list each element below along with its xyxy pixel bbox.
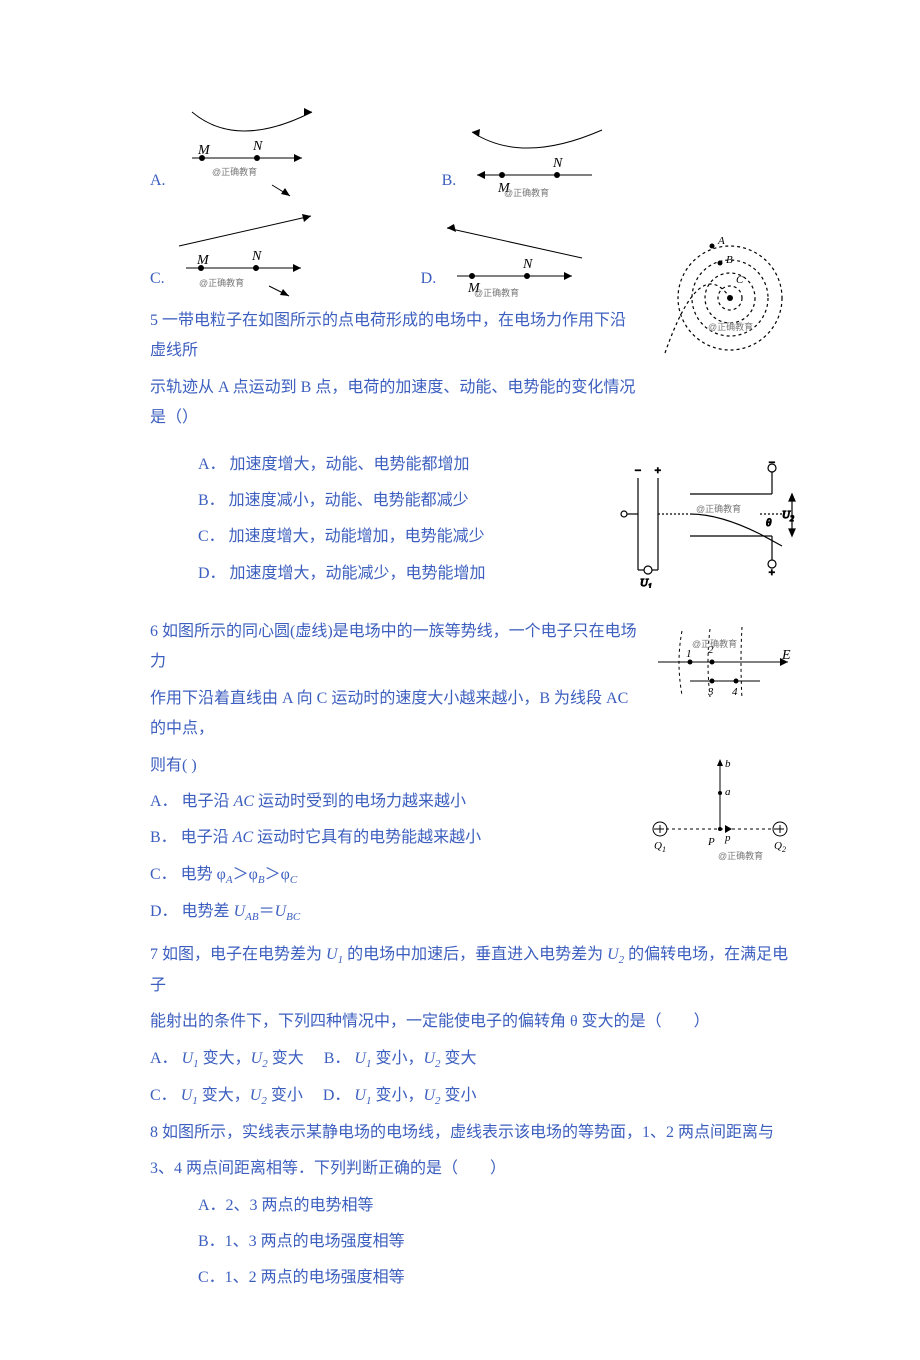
svg-text:θ: θ: [766, 517, 772, 529]
svg-text:Q1: Q1: [654, 840, 666, 854]
q4-C-M: M: [196, 253, 210, 268]
q4-row1: A. M N @正确教育: [150, 100, 800, 200]
svg-text:U1: U1: [640, 577, 652, 588]
q4-B-N: N: [552, 156, 563, 171]
q8-options: A．2、3 两点的电势相等 B．1、3 两点的电场强度相等 C．1、2 两点的电…: [150, 1191, 800, 1294]
q8-figure: E 1 2 3 4 @正确教育: [650, 617, 800, 738]
q4-C-figure: M N @正确教育: [161, 208, 321, 298]
svg-text:1: 1: [686, 648, 692, 660]
q9-figure: Q1 Q2 b a p P @正确教育: [640, 751, 800, 872]
watermark: @正确教育: [692, 638, 737, 649]
q5-figure: A B C @正确教育: [650, 208, 800, 369]
q4-B-figure: M N @正确教育: [452, 120, 612, 200]
q8-stem: 8 如图所示，实线表示某静电场的电场线，虚线表示该电场的等势面，1、2 两点间距…: [150, 1118, 800, 1148]
q5-num: 5: [150, 312, 158, 329]
q4-D-N: N: [522, 257, 533, 272]
q4-option-D: D. M N @正确教育: [421, 218, 593, 298]
q4-C-N: N: [251, 249, 262, 264]
svg-text:E: E: [781, 648, 791, 663]
q7-stem2: 能射出的条件下，下列四种情况中，一定能使电子的偏转角 θ 变大的是（ ）: [150, 1007, 800, 1037]
q8-B: B．1、3 两点的电场强度相等: [198, 1227, 800, 1257]
watermark: @正确教育: [474, 287, 519, 298]
q5-fig-C: C: [736, 274, 744, 286]
q7-stem: 7 如图，电子在电势差为 U1 的电场中加速后，垂直进入电势差为 U2 的偏转电…: [150, 940, 800, 1001]
svg-text:3: 3: [707, 686, 714, 698]
watermark: @正确教育: [504, 187, 549, 198]
q7-optCD: C． U1 变大，U2 变小 D． U1 变小，U2 变小: [150, 1081, 800, 1112]
svg-text:Q2: Q2: [774, 840, 786, 854]
watermark: @正确教育: [718, 850, 763, 861]
q7-figure: − + U1: [610, 458, 800, 599]
watermark: @正确教育: [212, 166, 257, 177]
q6-D: D． 电势差 UAB＝UBC: [150, 897, 800, 928]
q8-stem2: 3、4 两点间距离相等．下列判断正确的是（ ）: [150, 1154, 800, 1184]
q4-A-M: M: [197, 143, 211, 158]
svg-text:P: P: [707, 836, 715, 848]
q4-option-C: C. M N @正确教育: [150, 208, 321, 298]
q4-D-figure: M N @正确教育: [432, 218, 592, 298]
q8-stem1: 如图所示，实线表示某静电场的电场线，虚线表示该电场的等势面，1、2 两点间距离与: [162, 1124, 774, 1141]
svg-text:b: b: [725, 758, 731, 770]
watermark: @正确教育: [199, 277, 244, 288]
q7-optAB: A． U1 变大，U2 变大 B． U1 变小，U2 变大: [150, 1044, 800, 1075]
q4-A-N: N: [252, 139, 263, 154]
q7-num: 7: [150, 946, 158, 963]
q5-stem2: 示轨迹从 A 点运动到 B 点，电荷的加速度、动能、电势能的变化情况是（）: [150, 373, 800, 434]
svg-text:a: a: [725, 786, 731, 798]
q6-stem1: 如图所示的同心圆(虚线)是电场中的一族等势线，一个电子只在电场力: [150, 623, 637, 670]
q8-num: 8: [150, 1124, 158, 1141]
q8-A: A．2、3 两点的电势相等: [198, 1191, 800, 1221]
q6-num: 6: [150, 623, 158, 640]
q4-A-figure: M N @正确教育: [162, 100, 322, 200]
watermark: @正确教育: [696, 503, 741, 514]
svg-text:4: 4: [732, 686, 738, 698]
q5-stem1: 一带电粒子在如图所示的点电荷形成的电场中，在电场力作用下沿虚线所: [150, 312, 626, 359]
q5-fig-B: B: [726, 254, 733, 266]
svg-text:−: −: [634, 465, 641, 477]
q4-option-A: A. M N @正确教育: [150, 100, 322, 200]
q4-row2: C. M N @正确教育: [150, 208, 640, 298]
q5-fig-A: A: [717, 235, 725, 247]
svg-text:p: p: [724, 832, 731, 844]
svg-text:−: −: [768, 458, 775, 469]
svg-text:+: +: [654, 465, 661, 477]
q4-option-B: B. M N @正确教育: [442, 120, 613, 200]
q8-C: C．1、2 两点的电场强度相等: [198, 1263, 800, 1293]
svg-text:+: +: [768, 567, 775, 579]
watermark: @正确教育: [708, 321, 753, 332]
